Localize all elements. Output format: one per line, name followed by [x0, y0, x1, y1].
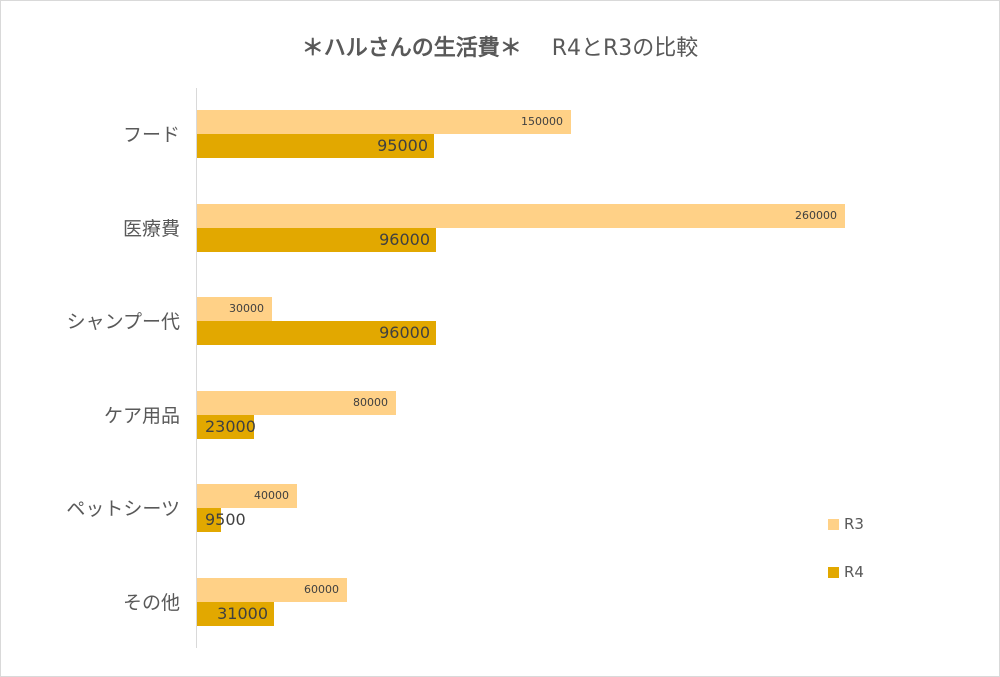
category-label: シャンプー代 [66, 311, 180, 333]
category-axis [196, 88, 197, 648]
legend-swatch-r3 [828, 519, 839, 530]
data-label-r3: 150000 [521, 115, 563, 128]
bar-r3: 80000 [197, 391, 396, 415]
bar-r4: 9500 [197, 508, 246, 532]
data-label-r4: 31000 [217, 604, 268, 623]
chart-title: ＊ハルさんの生活費＊ R4とR3の比較 [0, 30, 1000, 62]
chart-subtitle: R4とR3の比較 [551, 36, 699, 61]
data-label-r3: 40000 [254, 489, 289, 502]
legend-label-r3: R3 [844, 515, 864, 533]
data-label-r4: 96000 [379, 230, 430, 249]
category-label: ペットシーツ [66, 498, 180, 520]
bar-r4: 31000 [197, 602, 274, 626]
bar-r4: 96000 [197, 228, 436, 252]
category-label: ケア用品 [103, 405, 180, 427]
legend-label-r4: R4 [844, 563, 864, 581]
bar-r3: 60000 [197, 578, 347, 602]
category-label: フード [122, 124, 180, 146]
bar-r4: 96000 [197, 321, 436, 345]
chart-title-main: ＊ハルさんの生活費＊ [301, 36, 522, 61]
data-label-r4: 95000 [377, 136, 428, 155]
data-label-r3: 60000 [304, 583, 339, 596]
category-label: 医療費 [122, 218, 180, 240]
bar-r3: 30000 [197, 297, 272, 321]
legend-item-r3: R3 [828, 515, 864, 533]
data-label-r4: 96000 [379, 323, 430, 342]
bar-r4: 95000 [197, 134, 434, 158]
bar-r3: 260000 [197, 204, 845, 228]
data-label-r4: 9500 [205, 510, 246, 529]
data-label-r3: 30000 [229, 302, 264, 315]
data-label-r3: 80000 [353, 396, 388, 409]
legend-item-r4: R4 [828, 563, 864, 581]
bar-r3: 40000 [197, 484, 297, 508]
bar-r4: 23000 [197, 415, 256, 439]
legend-swatch-r4 [828, 567, 839, 578]
category-label: その他 [122, 592, 180, 614]
data-label-r4: 23000 [205, 417, 256, 436]
bar-r3: 150000 [197, 110, 571, 134]
data-label-r3: 260000 [795, 209, 837, 222]
